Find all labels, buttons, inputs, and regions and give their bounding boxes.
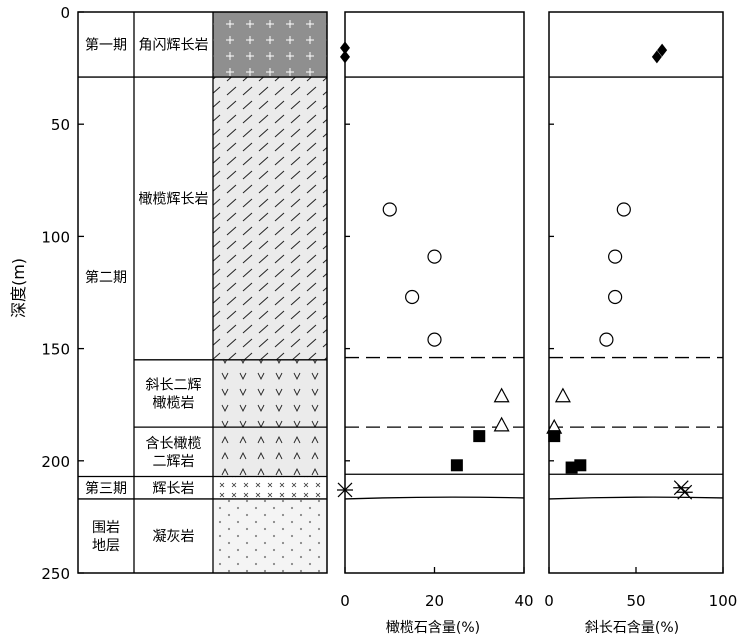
depth-tick-label: 100 — [41, 228, 70, 246]
lithology-fill — [213, 427, 327, 477]
boundary-solid — [548, 496, 724, 500]
rock-label: 橄榄辉长岩 — [139, 192, 209, 208]
circle-marker — [616, 202, 631, 217]
plagioclase-x-label: 斜长石含量(%) — [585, 620, 679, 636]
square-marker — [450, 459, 463, 472]
circle-marker — [608, 249, 623, 264]
plagioclase-panel: 斜长石含量(%) 0 50 100 — [544, 11, 738, 636]
lithology-fill — [213, 476, 327, 499]
depth-tick-label: 250 — [41, 565, 70, 583]
x-tick-label: 0 — [544, 592, 554, 610]
circle-marker — [599, 332, 614, 347]
circle-marker — [382, 202, 397, 217]
rock-label: 角闪辉长岩 — [139, 38, 209, 54]
olivine-x-label: 橄榄石含量(%) — [386, 620, 480, 636]
circle-marker — [427, 332, 442, 347]
square-marker — [473, 430, 486, 443]
lithology-fill — [213, 12, 327, 78]
rock-label: 辉长岩 — [153, 481, 195, 497]
circle-marker — [427, 249, 442, 264]
triangle-marker — [493, 387, 510, 403]
rock-label: 凝灰岩 — [153, 529, 195, 545]
depth-tick-label: 200 — [41, 453, 70, 471]
plagioclase-frame — [548, 11, 724, 574]
cross-marker — [337, 482, 353, 498]
triangle-marker — [554, 387, 571, 403]
circle-marker — [608, 289, 623, 305]
triangle-marker — [493, 416, 510, 432]
lithology-fill — [213, 77, 327, 360]
x-tick-label: 50 — [626, 592, 645, 610]
stage-label: 第二期 — [85, 269, 127, 286]
depth-tick-label: 150 — [41, 341, 70, 359]
x-tick-label: 100 — [709, 592, 738, 610]
square-marker — [548, 430, 561, 443]
lithology-fill — [213, 498, 327, 573]
rock-label: 斜长二辉橄榄岩 — [146, 378, 202, 412]
stage-label: 围岩地层 — [92, 520, 120, 554]
depth-tick-label: 50 — [51, 116, 70, 134]
diamond-marker — [651, 50, 662, 64]
x-tick-label: 40 — [514, 592, 533, 610]
x-tick-label: 0 — [340, 592, 350, 610]
square-marker — [574, 459, 587, 472]
stage-label: 第一期 — [85, 37, 127, 54]
depth-axis-label: 深度(m) — [9, 258, 28, 318]
boundary-solid — [344, 496, 525, 500]
x-tick-label: 20 — [425, 592, 444, 610]
olivine-frame — [344, 11, 525, 574]
lithology-fill — [213, 359, 327, 428]
circle-marker — [405, 289, 420, 305]
diamond-marker — [657, 43, 668, 57]
depth-tick-label: 0 — [60, 4, 70, 22]
column-frame — [77, 11, 328, 574]
cross-marker — [676, 484, 693, 500]
stage-label: 第三期 — [85, 480, 127, 497]
olivine-panel: 橄榄石含量(%) 0 20 40 — [337, 11, 534, 636]
depth-axis: 深度(m) 0 50 100 150 200 250 — [9, 4, 84, 583]
diamond-marker — [340, 41, 350, 55]
rock-label: 含长橄榄二辉岩 — [146, 436, 202, 470]
diamond-marker — [340, 50, 350, 64]
